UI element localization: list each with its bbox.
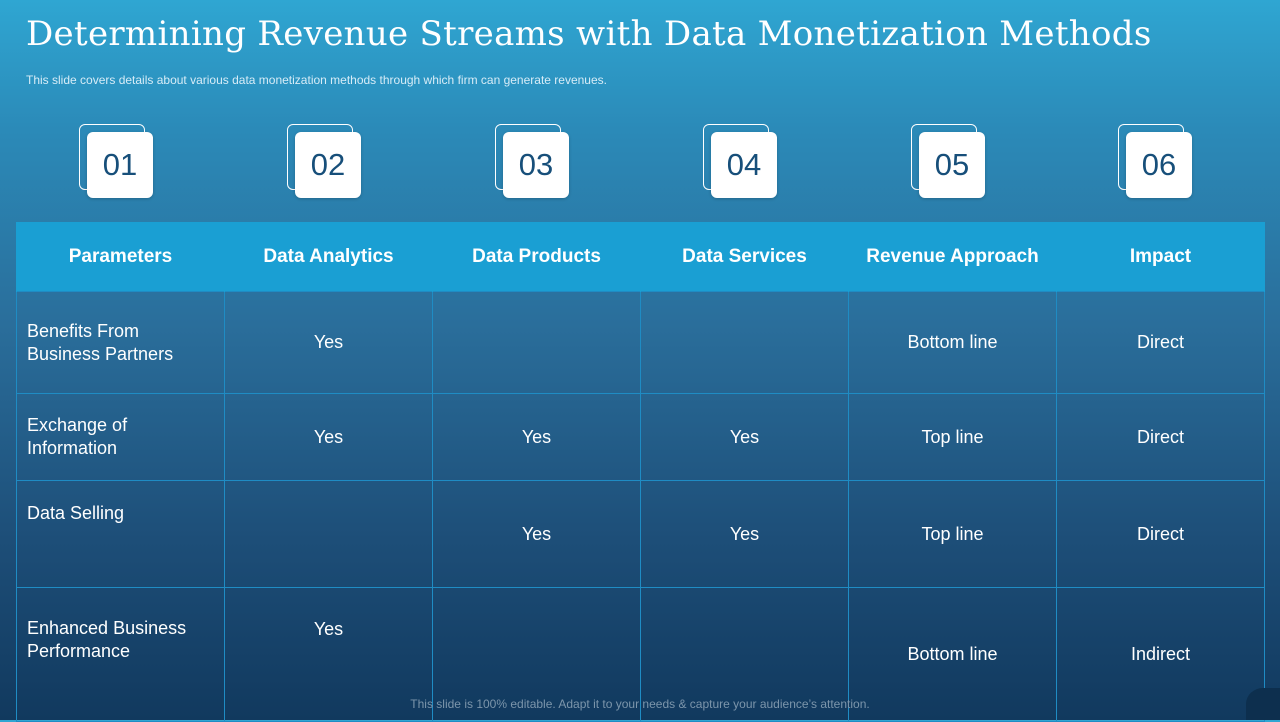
table-row: Exchange of Information Yes Yes Yes Top … <box>16 393 1265 481</box>
cell-data-products: Yes <box>432 480 641 588</box>
number-tile-02: 02 <box>287 124 363 200</box>
header-data-products: Data Products <box>432 222 641 292</box>
cell-impact: Direct <box>1056 291 1265 394</box>
number-tile-03: 03 <box>495 124 571 200</box>
slide-subtitle: This slide covers details about various … <box>26 73 607 87</box>
number-tile-05: 05 <box>911 124 987 200</box>
cell-revenue-approach: Top line <box>848 480 1057 588</box>
number-tile-01: 01 <box>79 124 155 200</box>
cell-impact: Direct <box>1056 393 1265 481</box>
table-row: Data Selling Yes Yes Top line Direct <box>16 480 1265 588</box>
tile-number: 03 <box>503 132 569 198</box>
cell-data-services <box>640 291 849 394</box>
cell-revenue-approach: Top line <box>848 393 1057 481</box>
cell-revenue-approach: Bottom line <box>848 587 1057 722</box>
cell-data-products <box>432 291 641 394</box>
cell-data-services: Yes <box>640 480 849 588</box>
cell-data-services <box>640 587 849 722</box>
cell-data-analytics: Yes <box>224 291 433 394</box>
cell-data-products: Yes <box>432 393 641 481</box>
number-tile-04: 04 <box>703 124 779 200</box>
slide-footer-note: This slide is 100% editable. Adapt it to… <box>410 697 870 711</box>
slide-title: Determining Revenue Streams with Data Mo… <box>26 14 1152 54</box>
cell-impact: Direct <box>1056 480 1265 588</box>
cell-data-analytics: Yes <box>224 393 433 481</box>
header-impact: Impact <box>1056 222 1265 292</box>
cell-parameter: Enhanced Business Performance <box>16 587 225 722</box>
number-tiles: 01 02 03 04 05 06 <box>16 124 1264 204</box>
tile-number: 06 <box>1126 132 1192 198</box>
tile-number: 04 <box>711 132 777 198</box>
header-data-services: Data Services <box>640 222 849 292</box>
cell-revenue-approach: Bottom line <box>848 291 1057 394</box>
header-revenue-approach: Revenue Approach <box>848 222 1057 292</box>
table-header-row: Parameters Data Analytics Data Products … <box>16 222 1265 292</box>
corner-decoration <box>1246 688 1280 720</box>
monetization-table: Parameters Data Analytics Data Products … <box>16 222 1265 722</box>
number-tile-06: 06 <box>1118 124 1194 200</box>
cell-data-analytics <box>224 480 433 588</box>
cell-data-products <box>432 587 641 722</box>
header-parameters: Parameters <box>16 222 225 292</box>
cell-impact: Indirect <box>1056 587 1265 722</box>
cell-data-services: Yes <box>640 393 849 481</box>
tile-number: 05 <box>919 132 985 198</box>
table-row: Enhanced Business Performance Yes Bottom… <box>16 587 1265 722</box>
cell-parameter: Exchange of Information <box>16 393 225 481</box>
cell-parameter: Data Selling <box>16 480 225 588</box>
header-data-analytics: Data Analytics <box>224 222 433 292</box>
tile-number: 02 <box>295 132 361 198</box>
table-row: Benefits From Business Partners Yes Bott… <box>16 291 1265 394</box>
tile-number: 01 <box>87 132 153 198</box>
cell-parameter: Benefits From Business Partners <box>16 291 225 394</box>
